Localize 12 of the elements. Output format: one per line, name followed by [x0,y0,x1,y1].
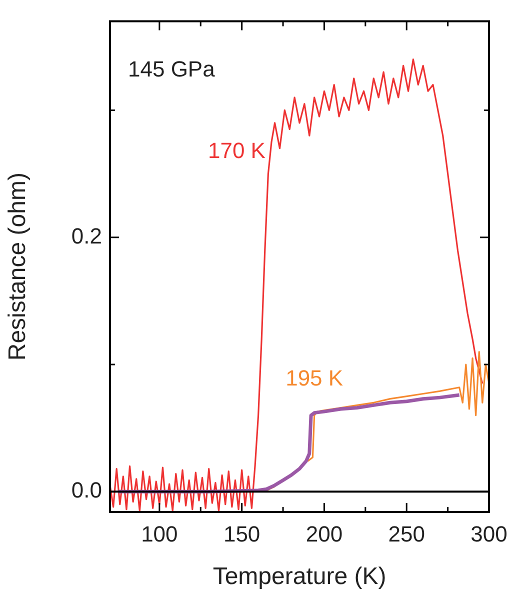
x-axis-title: Temperature (K) [212,563,386,590]
x-tick-label: 250 [388,521,425,546]
x-tick-label: 150 [223,521,260,546]
series-label: 195 K [286,365,344,390]
y-tick-label: 0.0 [71,478,102,503]
x-tick-label: 100 [141,521,178,546]
annotation: 145 GPa [128,56,216,82]
x-tick-label: 300 [470,521,508,546]
y-axis-title: Resistance (ohm) [4,172,32,361]
x-tick-label: 200 [306,521,343,546]
y-tick-label: 0.2 [71,223,102,248]
series-label: 170 K [208,138,266,164]
